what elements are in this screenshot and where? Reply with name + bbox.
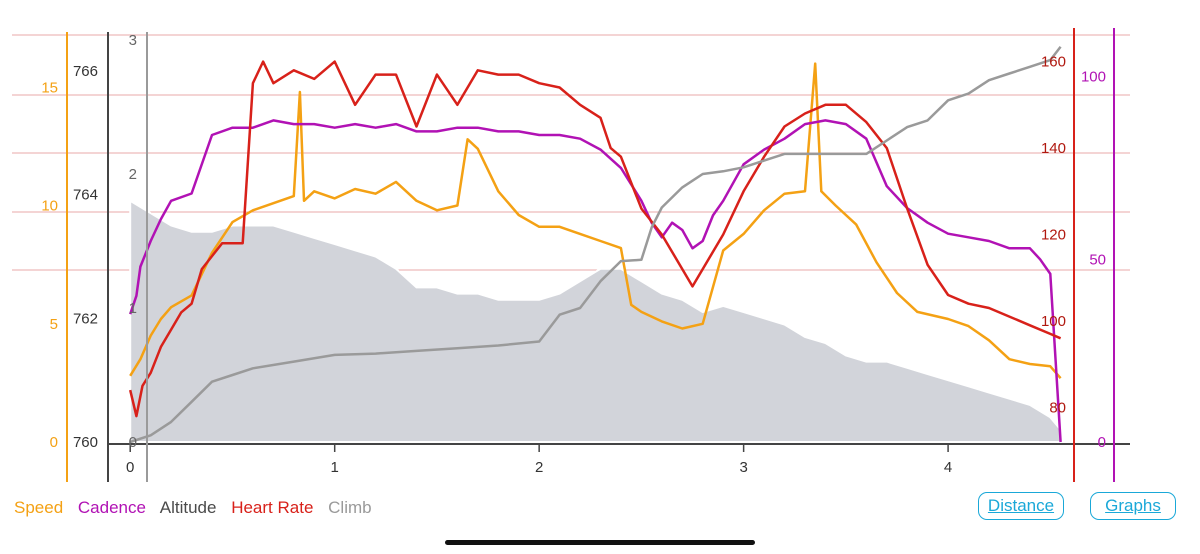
heart-rate-tick-label: 120 [1041, 227, 1066, 244]
cadence-tick-label: 50 [1089, 251, 1106, 268]
legend-cadence: Cadence [77, 498, 146, 517]
altitude-tick-label: 764 [73, 187, 98, 204]
series-line-climb [129, 45, 1062, 444]
heart-rate-tick-label: 140 [1041, 140, 1066, 157]
heart-rate-tick-label: 80 [1049, 399, 1066, 416]
cadence-tick-label: 100 [1081, 69, 1106, 86]
climb-tick-label: 1 [129, 300, 137, 317]
speed-tick-label: 5 [50, 316, 58, 333]
speed-tick-label: 0 [50, 434, 58, 451]
distance-button[interactable]: Distance [978, 492, 1064, 520]
x-tick-label: 4 [944, 459, 952, 476]
series-line-speed [129, 62, 1062, 380]
speed-tick-label: 10 [41, 198, 58, 215]
legend-speed: Speed [14, 498, 64, 517]
x-tick-label: 3 [739, 459, 747, 476]
x-tick-label: 2 [535, 459, 543, 476]
series-line-heart-rate [128, 60, 1062, 418]
graphs-button[interactable]: Graphs [1090, 492, 1176, 520]
home-indicator [445, 540, 755, 545]
heart-rate-tick-label: 160 [1041, 54, 1066, 71]
altitude-tick-label: 766 [73, 63, 98, 80]
climb-tick-label: 2 [129, 166, 137, 183]
climb-tick-label: 0 [129, 434, 137, 451]
heart-rate-tick-label: 100 [1041, 313, 1066, 330]
altitude-area [129, 199, 1062, 443]
legend-climb: Climb [328, 498, 372, 517]
x-tick-label: 1 [331, 459, 339, 476]
speed-tick-label: 15 [41, 79, 58, 96]
chart-legend: Speed Cadence Altitude Heart Rate Climb [14, 498, 382, 518]
altitude-tick-label: 760 [73, 434, 98, 451]
x-tick-label: 0 [126, 459, 134, 476]
cadence-tick-label: 0 [1098, 434, 1106, 451]
legend-heart-rate: Heart Rate [231, 498, 314, 517]
legend-altitude: Altitude [159, 498, 217, 517]
climb-tick-label: 3 [129, 32, 137, 49]
altitude-tick-label: 762 [73, 310, 98, 327]
